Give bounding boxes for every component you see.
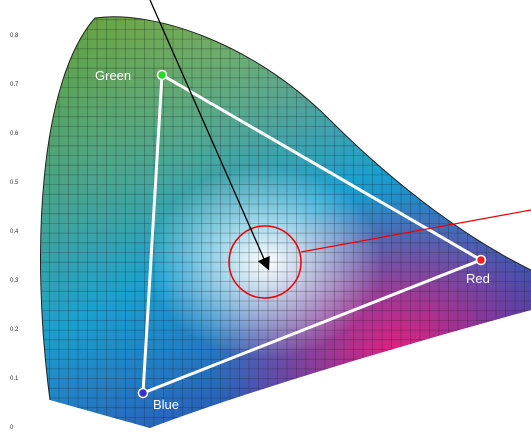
white-point-circle: [228, 225, 302, 299]
vertex-label: Red: [466, 271, 490, 286]
y-axis-label: 0.1: [10, 376, 19, 382]
blue-point: [137, 387, 149, 399]
spectral-locus: [40, 16, 531, 401]
y-axis-label: 0: [10, 425, 14, 431]
y-axis-label: 0.3: [10, 278, 19, 284]
pointer-line: [300, 209, 531, 253]
red-point: [475, 254, 487, 266]
y-axis-label: 0.8: [10, 33, 19, 39]
y-axis-label: 0.4: [10, 229, 19, 235]
arrow: [149, 0, 270, 271]
green-point: [156, 69, 168, 81]
vertex-label: Blue: [153, 397, 179, 412]
y-axis-label: 0.2: [10, 327, 19, 333]
gamut-triangle: [141, 72, 485, 396]
y-axis-label: 0.6: [10, 131, 19, 137]
y-axis-label: 0.5: [10, 180, 19, 186]
vertex-label: Green: [95, 68, 131, 83]
y-axis-label: 0.7: [10, 82, 19, 88]
